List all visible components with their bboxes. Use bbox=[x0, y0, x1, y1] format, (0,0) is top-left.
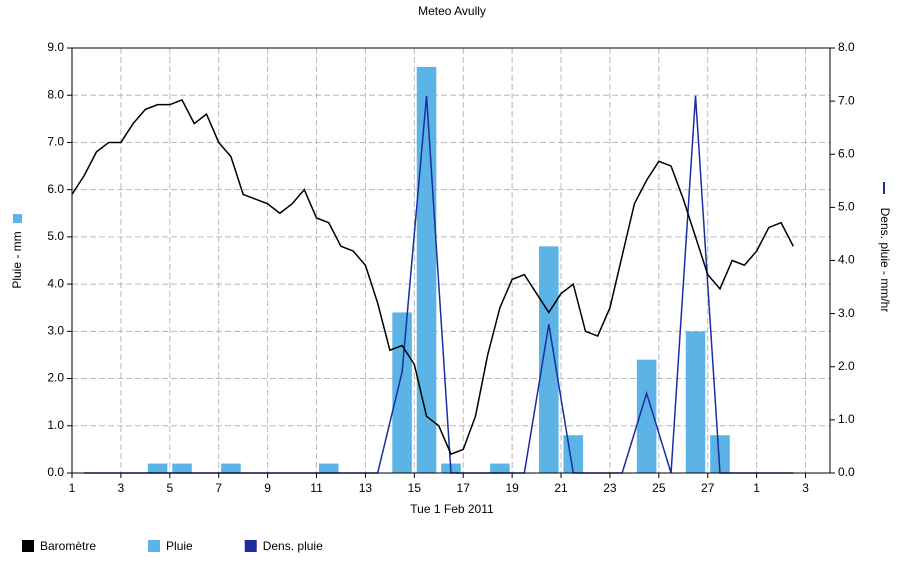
bar bbox=[710, 435, 730, 473]
y2-tick-label: 1.0 bbox=[838, 412, 855, 426]
y-tick-label: 4.0 bbox=[47, 276, 64, 290]
x-tick-label: 25 bbox=[652, 481, 666, 495]
x-tick-label: 3 bbox=[802, 481, 809, 495]
y2-tick-label: 3.0 bbox=[838, 306, 855, 320]
y2-tick-label: 5.0 bbox=[838, 200, 855, 214]
x-tick-label: 21 bbox=[554, 481, 568, 495]
bar bbox=[221, 463, 241, 473]
x-tick-label: 9 bbox=[264, 481, 271, 495]
bar bbox=[490, 463, 510, 473]
bar bbox=[563, 435, 584, 473]
y-tick-label: 7.0 bbox=[47, 135, 64, 149]
y2-tick-label: 4.0 bbox=[838, 253, 855, 267]
y-axis-marker bbox=[13, 214, 22, 223]
bar bbox=[539, 246, 559, 473]
legend-label: Dens. pluie bbox=[263, 539, 323, 553]
y2-tick-label: 7.0 bbox=[838, 93, 855, 107]
x-tick-label: 15 bbox=[408, 481, 422, 495]
x-tick-label: 5 bbox=[166, 481, 173, 495]
bar bbox=[392, 312, 412, 473]
bar bbox=[318, 463, 339, 473]
y-axis-label: Pluie - mm bbox=[10, 231, 24, 288]
bar bbox=[636, 359, 657, 473]
legend-swatch bbox=[244, 540, 257, 552]
legend-label: Pluie bbox=[166, 539, 193, 553]
x-tick-label: 11 bbox=[310, 481, 323, 495]
bar bbox=[416, 66, 437, 473]
y-tick-label: 6.0 bbox=[47, 182, 64, 196]
line bbox=[84, 95, 794, 474]
line bbox=[71, 99, 794, 456]
chart-title: Meteo Avully bbox=[418, 4, 486, 18]
y-tick-label: 1.0 bbox=[47, 418, 64, 432]
y-tick-label: 8.0 bbox=[47, 87, 64, 101]
y2-tick-label: 8.0 bbox=[838, 40, 855, 54]
bar bbox=[172, 463, 192, 473]
y2-tick-label: 6.0 bbox=[838, 146, 855, 160]
bar bbox=[147, 463, 168, 473]
x-tick-label: 3 bbox=[118, 481, 125, 495]
bar bbox=[685, 331, 706, 473]
x-tick-label: 23 bbox=[603, 481, 617, 495]
plot-frame bbox=[71, 47, 831, 474]
x-tick-label: 13 bbox=[359, 481, 373, 495]
legend-swatch bbox=[148, 540, 161, 552]
y2-tick-label: 0.0 bbox=[838, 465, 855, 479]
x-tick-label: 27 bbox=[701, 481, 715, 495]
y2-tick-label: 2.0 bbox=[838, 359, 855, 373]
x-tick-label: 1 bbox=[69, 481, 76, 495]
legend-label: Baromètre bbox=[40, 539, 96, 553]
y2-axis-label: Dens. pluie - mm/hr bbox=[878, 208, 892, 313]
x-tick-label: 19 bbox=[505, 481, 519, 495]
x-tick-label: 17 bbox=[457, 481, 471, 495]
x-tick-label: 7 bbox=[215, 481, 222, 495]
x-tick-label: 1 bbox=[753, 481, 760, 495]
y-tick-label: 3.0 bbox=[47, 324, 64, 338]
y-tick-label: 5.0 bbox=[47, 229, 64, 243]
x-axis-label: Tue 1 Feb 2011 bbox=[410, 502, 494, 516]
y-tick-label: 9.0 bbox=[47, 40, 64, 54]
legend-swatch bbox=[22, 540, 34, 552]
y-tick-label: 2.0 bbox=[47, 371, 64, 385]
y-tick-label: 0.0 bbox=[47, 465, 64, 479]
